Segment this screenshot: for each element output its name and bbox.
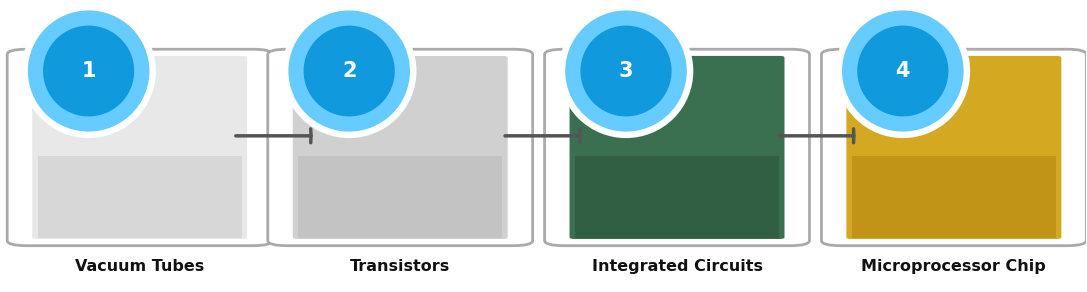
FancyBboxPatch shape — [545, 49, 810, 246]
Text: Microprocessor Chip: Microprocessor Chip — [862, 259, 1046, 274]
Ellipse shape — [559, 4, 694, 138]
FancyBboxPatch shape — [33, 56, 247, 239]
FancyBboxPatch shape — [570, 56, 785, 239]
Ellipse shape — [842, 11, 964, 132]
FancyBboxPatch shape — [847, 56, 1061, 239]
FancyBboxPatch shape — [575, 157, 779, 238]
Ellipse shape — [565, 11, 687, 132]
Ellipse shape — [282, 4, 416, 138]
FancyBboxPatch shape — [852, 157, 1055, 238]
Ellipse shape — [288, 11, 410, 132]
Ellipse shape — [836, 4, 970, 138]
Ellipse shape — [858, 26, 949, 117]
Text: 3: 3 — [619, 61, 634, 81]
Text: Vacuum Tubes: Vacuum Tubes — [75, 259, 204, 274]
FancyBboxPatch shape — [267, 49, 533, 246]
FancyBboxPatch shape — [298, 157, 502, 238]
Text: Transistors: Transistors — [350, 259, 450, 274]
Ellipse shape — [28, 11, 149, 132]
Text: 2: 2 — [342, 61, 357, 81]
FancyBboxPatch shape — [292, 56, 508, 239]
Text: Integrated Circuits: Integrated Circuits — [591, 259, 762, 274]
Text: 1: 1 — [82, 61, 96, 81]
FancyBboxPatch shape — [822, 49, 1086, 246]
FancyBboxPatch shape — [38, 157, 241, 238]
FancyBboxPatch shape — [8, 49, 272, 246]
Ellipse shape — [22, 4, 155, 138]
Ellipse shape — [43, 26, 134, 117]
Ellipse shape — [303, 26, 395, 117]
Ellipse shape — [580, 26, 672, 117]
Text: 4: 4 — [896, 61, 910, 81]
